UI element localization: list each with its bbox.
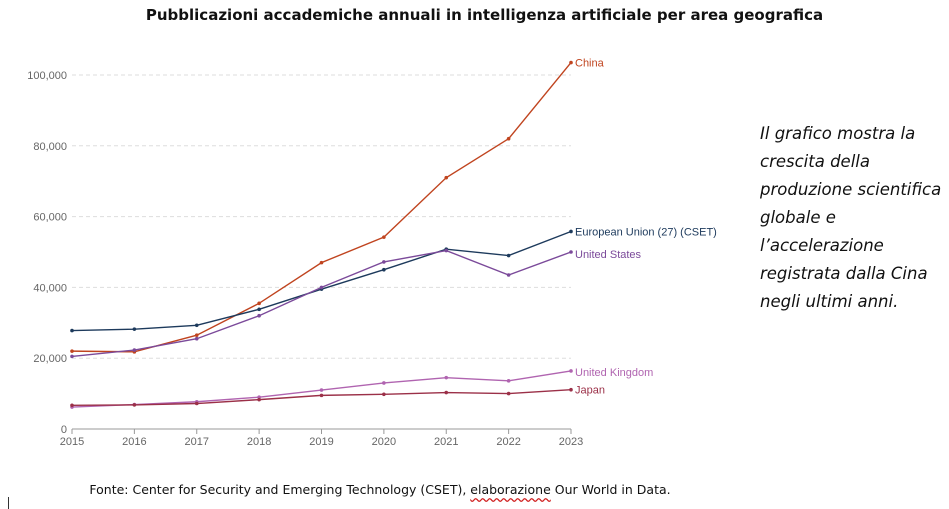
series-line-european-union-27-cset	[71, 230, 572, 332]
data-point-united-states	[194, 336, 199, 341]
data-point-united-states	[382, 260, 386, 264]
data-point-european-union-27-cset	[70, 328, 74, 333]
series-label-japan: Japan	[575, 385, 605, 397]
data-point-united-states	[257, 313, 261, 318]
series-label-united-states: United States	[575, 249, 642, 261]
y-tick-label: 80,000	[33, 141, 67, 153]
y-tick-label: 100,000	[27, 70, 67, 82]
data-point-japan	[70, 403, 74, 408]
source-note: Fonte: Center for Security and Emerging …	[0, 482, 760, 497]
x-tick-label: 2018	[247, 436, 271, 448]
y-tick-label: 40,000	[33, 282, 67, 294]
data-point-european-union-27-cset	[506, 253, 511, 258]
series-label-united-kingdom: United Kingdom	[575, 367, 653, 379]
data-point-european-union-27-cset	[132, 327, 137, 331]
data-point-china	[70, 349, 74, 353]
data-point-united-states	[70, 354, 74, 359]
caption-text: Il grafico mostra la crescita della prod…	[760, 124, 942, 311]
x-tick-label: 2015	[60, 436, 84, 448]
gridlines	[72, 74, 571, 359]
data-point-united-kingdom	[569, 369, 573, 373]
data-point-china	[382, 235, 386, 239]
data-point-united-states	[319, 285, 324, 290]
text-cursor	[8, 497, 9, 509]
data-point-united-kingdom	[444, 375, 449, 380]
data-point-united-kingdom	[257, 395, 261, 399]
data-point-japan	[194, 401, 199, 406]
x-tick-label: 2017	[185, 436, 209, 448]
data-point-japan	[444, 390, 449, 395]
y-tick-label: 0	[61, 424, 67, 436]
chart-title: Pubblicazioni accademiche annuali in int…	[145, 6, 824, 24]
data-point-united-kingdom	[319, 388, 324, 392]
x-tick-label: 2016	[122, 436, 146, 448]
data-point-china	[319, 260, 324, 265]
series-labels: China European Union (27) (CSET) United St…	[575, 58, 717, 397]
data-point-japan	[569, 387, 573, 392]
data-point-china	[506, 136, 511, 141]
data-point-united-kingdom	[382, 381, 386, 385]
data-point-european-union-27-cset	[194, 323, 199, 328]
source-text-before: Fonte: Center for Security and Emerging …	[89, 482, 471, 497]
series-line-china	[71, 62, 572, 353]
data-point-japan	[319, 393, 324, 398]
y-tick-label: 20,000	[33, 353, 67, 365]
x-tick-label: 2023	[559, 436, 583, 448]
data-point-china	[194, 333, 199, 337]
x-tick-label: 2020	[372, 436, 396, 448]
data-point-china	[257, 301, 261, 306]
series-group	[70, 60, 573, 409]
x-tick-label: 2021	[434, 436, 458, 448]
data-point-china	[569, 60, 573, 65]
data-point-china	[444, 175, 449, 180]
series-line-united-states	[71, 249, 572, 358]
axes: 0 20,000 40,000 60,000 80,000 100,000 2015 2016…	[27, 70, 583, 448]
data-point-united-states	[132, 348, 137, 352]
source-text-underlined: elaborazione	[470, 482, 551, 497]
data-point-united-kingdom	[506, 379, 511, 383]
data-point-united-states	[506, 273, 511, 277]
y-tick-label: 60,000	[33, 212, 67, 224]
data-point-european-union-27-cset	[382, 267, 386, 272]
data-point-united-states	[444, 248, 449, 253]
data-point-japan	[382, 392, 386, 397]
data-point-japan	[132, 403, 137, 407]
series-label-china: China	[575, 58, 605, 70]
x-tick-label: 2022	[496, 436, 520, 448]
data-point-japan	[257, 397, 261, 402]
source-text-after: Our World in Data.	[550, 482, 671, 497]
data-point-european-union-27-cset	[257, 307, 261, 312]
series-label-european-union-27-cset: European Union (27) (CSET)	[575, 226, 717, 238]
data-point-united-states	[569, 250, 573, 254]
data-point-european-union-27-cset	[569, 229, 573, 234]
x-tick-label: 2019	[309, 436, 333, 448]
series-line-japan	[71, 389, 572, 406]
data-point-japan	[506, 391, 511, 396]
